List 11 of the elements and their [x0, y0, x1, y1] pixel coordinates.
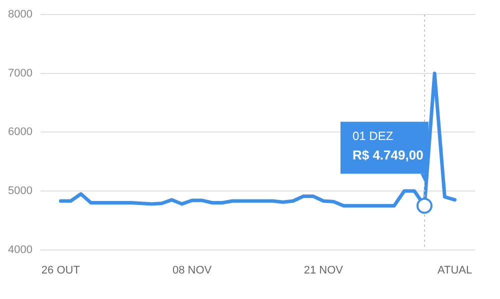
x-tick-label: ATUAL: [437, 264, 472, 276]
y-tick-label: 4000: [8, 244, 32, 256]
y-tick-label: 8000: [8, 8, 32, 21]
x-tick-label: 21 NOV: [304, 264, 344, 276]
annotation: 01 DEZ: [352, 129, 394, 144]
y-tick-label: 6000: [8, 126, 32, 138]
x-tick-label: 08 NOV: [172, 264, 212, 276]
annotation: R$ 4.749,00: [352, 147, 424, 162]
y-tick-label: 7000: [8, 67, 32, 80]
y-tick-label: 5000: [8, 185, 32, 198]
x-tick-label: 26 OUT: [41, 264, 80, 276]
